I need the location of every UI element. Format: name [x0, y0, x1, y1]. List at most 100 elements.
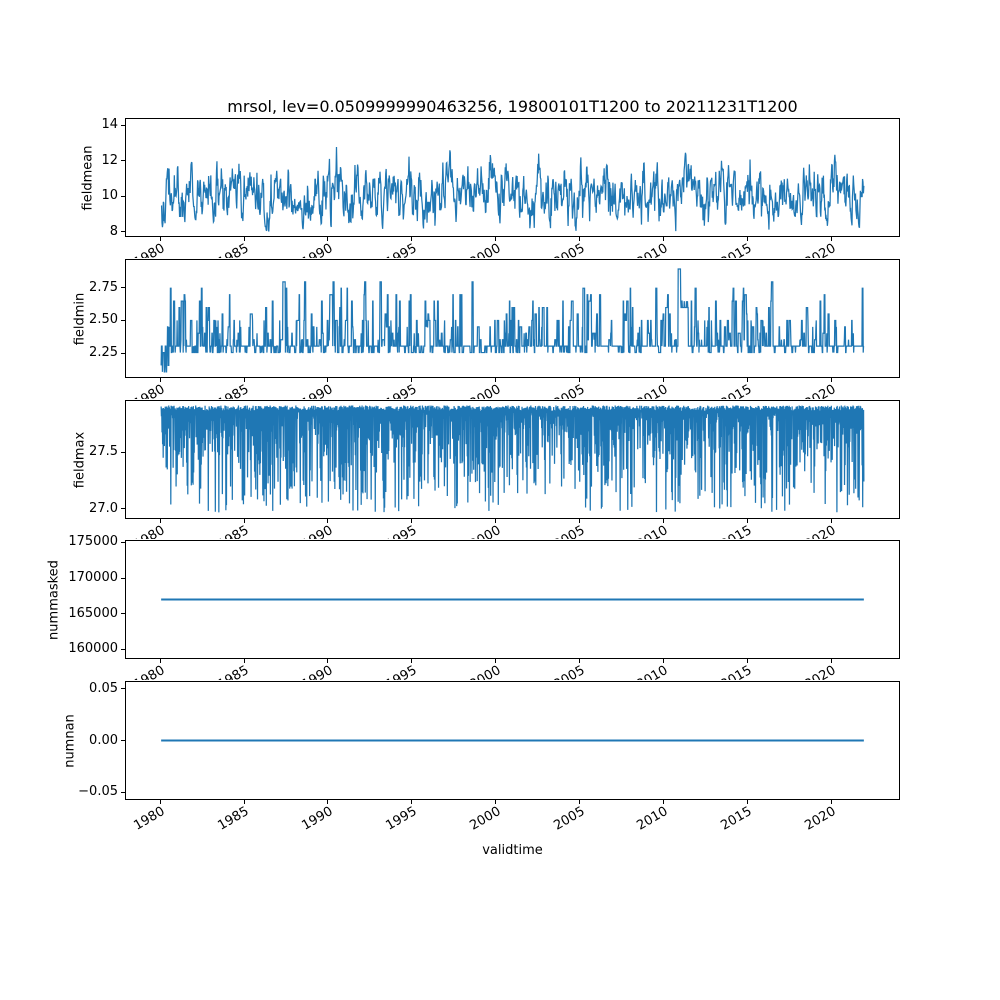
xlabel-validtime: validtime: [482, 843, 543, 858]
y-tick-mark: [121, 508, 125, 510]
x-tick-mark: [327, 800, 329, 804]
subplot-fieldmax: [125, 400, 900, 519]
x-tick-label-strip: 1980 1985 1990 1995 2000 2005 2010 2015 2020: [125, 379, 900, 399]
y-tick-label: 14: [101, 117, 118, 133]
y-tick-mark: [121, 124, 125, 126]
y-tick-mark: [121, 613, 125, 615]
x-tick-mark: [830, 659, 832, 663]
x-tick-label: 1980: [131, 241, 168, 258]
x-tick-mark: [495, 519, 497, 523]
fieldmean-line: [160, 146, 865, 232]
y-tick-label: 0.05: [89, 680, 118, 696]
x-tick-mark: [411, 800, 413, 804]
x-tick-mark: [327, 659, 329, 663]
y-tick-label: 2.50: [89, 312, 118, 328]
x-tick-label: 1980: [131, 663, 168, 680]
x-tick-mark: [579, 800, 581, 804]
fieldmin-line: [160, 268, 865, 373]
x-tick-mark: [746, 659, 748, 663]
x-tick-mark: [495, 237, 497, 241]
x-tick-mark: [579, 378, 581, 382]
x-tick-mark: [243, 800, 245, 804]
ylabel-fieldmean: fieldmean: [80, 145, 95, 210]
x-tick-mark: [579, 237, 581, 241]
x-tick-mark: [579, 519, 581, 523]
x-tick-mark: [746, 519, 748, 523]
x-tick-mark: [662, 237, 664, 241]
x-tick-mark: [411, 659, 413, 663]
subplot-numnan: [125, 681, 900, 800]
x-tick-label-strip: 1980 1985 1990 1995 2000 2005 2010 2015 2020: [125, 520, 900, 539]
x-tick-mark: [327, 237, 329, 241]
x-tick-label: 1980: [131, 382, 168, 399]
y-tick-mark: [121, 195, 125, 197]
fieldmin-polyline: [160, 268, 865, 373]
x-tick-mark: [830, 519, 832, 523]
x-tick-mark: [411, 237, 413, 241]
fieldmax-polyline: [160, 405, 865, 513]
y-tick-label: 12: [101, 152, 118, 168]
x-tick-mark: [411, 519, 413, 523]
y-tick-label: 27.5: [89, 444, 118, 460]
y-tick-mark: [121, 577, 125, 579]
x-tick-label-strip: 1980 1985 1990 1995 2000 2005 2010 2015 2020: [125, 238, 900, 258]
x-tick-mark: [243, 237, 245, 241]
x-tick-mark: [495, 800, 497, 804]
subplot-fieldmean: [125, 118, 900, 237]
y-tick-mark: [121, 688, 125, 690]
y-tick-mark: [121, 319, 125, 321]
x-tick-mark: [159, 800, 161, 804]
y-tick-label: 2.75: [89, 279, 118, 295]
x-tick-mark: [746, 800, 748, 804]
y-tick-mark: [121, 287, 125, 289]
x-tick-mark: [159, 659, 161, 663]
x-tick-mark: [495, 378, 497, 382]
x-tick-mark: [746, 237, 748, 241]
y-tick-label: 170000: [68, 570, 118, 586]
subplot-nummasked: [125, 540, 900, 659]
x-tick-mark: [830, 800, 832, 804]
y-tick-label: 175000: [68, 534, 118, 550]
x-tick-mark: [662, 519, 664, 523]
y-tick-label: 8: [109, 223, 118, 239]
y-tick-label: −0.05: [78, 784, 118, 800]
x-tick-mark: [662, 659, 664, 663]
y-tick-label: 27.0: [89, 500, 118, 516]
x-tick-mark: [830, 378, 832, 382]
x-tick-mark: [830, 237, 832, 241]
y-tick-mark: [121, 451, 125, 453]
x-tick-mark: [159, 519, 161, 523]
fieldmax-line: [160, 405, 865, 513]
x-tick-mark: [327, 519, 329, 523]
y-tick-label: 2.25: [89, 345, 118, 361]
y-tick-label: 0.00: [89, 732, 118, 748]
x-tick-label-strip: 1980 1985 1990 1995 2000 2005 2010 2015 2020: [125, 801, 900, 846]
x-tick-mark: [411, 378, 413, 382]
x-tick-label-strip: 1980 1985 1990 1995 2000 2005 2010 2015 2020: [125, 660, 900, 680]
figure-title: mrsol, lev=0.0509999990463256, 19800101T…: [227, 97, 798, 116]
x-tick-mark: [243, 378, 245, 382]
fieldmean-polyline: [160, 146, 865, 232]
x-tick-mark: [327, 378, 329, 382]
nummasked-line: [161, 598, 864, 601]
y-tick-mark: [121, 352, 125, 354]
y-tick-label: 10: [101, 188, 118, 204]
x-tick-mark: [579, 659, 581, 663]
x-tick-mark: [159, 237, 161, 241]
y-tick-mark: [121, 791, 125, 793]
x-tick-mark: [662, 800, 664, 804]
x-tick-mark: [495, 659, 497, 663]
y-tick-mark: [121, 160, 125, 162]
y-tick-mark: [121, 231, 125, 233]
y-tick-mark: [121, 740, 125, 741]
x-tick-mark: [746, 378, 748, 382]
subplot-fieldmin: [125, 259, 900, 378]
x-tick-label: 1980: [131, 523, 168, 539]
x-tick-mark: [243, 659, 245, 663]
y-tick-label: 165000: [68, 605, 118, 621]
y-tick-mark: [121, 541, 125, 543]
x-tick-mark: [243, 519, 245, 523]
y-tick-label: 160000: [68, 641, 118, 657]
numnan-line: [161, 739, 864, 742]
